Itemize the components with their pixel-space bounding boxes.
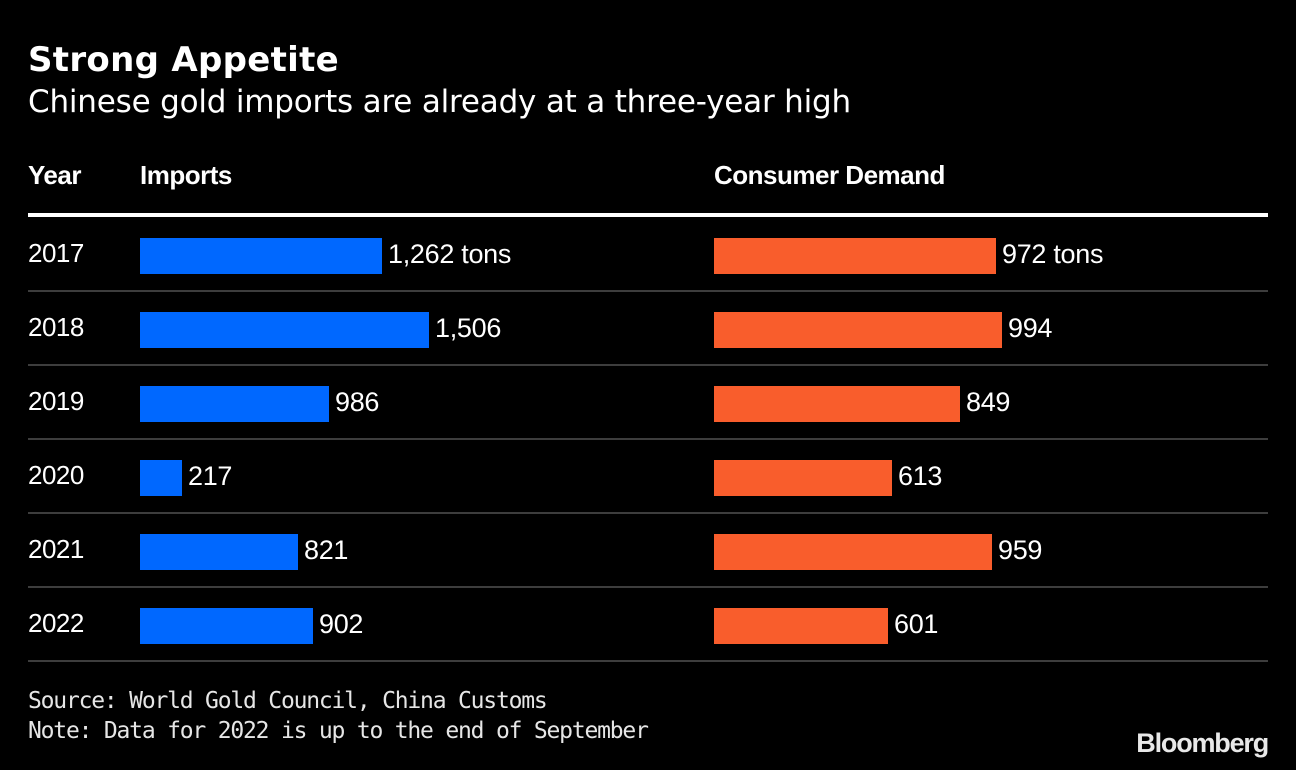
consumer-demand-value-label: 972 tons (1002, 239, 1104, 269)
consumer-demand-value-label: 849 (966, 387, 1011, 417)
imports-bar (140, 608, 313, 644)
chart-subtitle: Chinese gold imports are already at a th… (28, 84, 851, 120)
consumer-demand-value-label: 959 (998, 535, 1043, 565)
consumer-demand-value-label: 613 (898, 461, 943, 491)
imports-bar (140, 238, 382, 274)
row-divider (28, 290, 1268, 292)
consumer-demand-bar (714, 312, 1002, 348)
row-divider (28, 364, 1268, 366)
imports-bar (140, 312, 429, 348)
consumer-demand-bar (714, 534, 992, 570)
imports-bar (140, 386, 329, 422)
imports-value-label: 1,506 (435, 313, 502, 343)
data-note: Note: Data for 2022 is up to the end of … (28, 718, 649, 744)
imports-value-label: 902 (319, 609, 364, 639)
row-divider (28, 660, 1268, 662)
row-divider (28, 586, 1268, 588)
imports-value-label: 217 (188, 461, 233, 491)
consumer-demand-value-label: 994 (1008, 313, 1053, 343)
consumer-demand-value-label: 601 (894, 609, 939, 639)
year-label: 2020 (28, 460, 84, 490)
consumer-demand-bar (714, 460, 892, 496)
row-divider (28, 512, 1268, 514)
consumer-demand-bar (714, 238, 996, 274)
imports-value-label: 1,262 tons (388, 239, 512, 269)
chart-title: Strong Appetite (28, 40, 340, 80)
year-label: 2018 (28, 312, 84, 342)
imports-value-label: 986 (335, 387, 380, 417)
bloomberg-logo: Bloomberg (1136, 728, 1269, 758)
imports-value-label: 821 (304, 535, 349, 565)
column-header-year: Year (28, 160, 81, 190)
consumer-demand-bar (714, 608, 888, 644)
column-header-consumer-demand: Consumer Demand (714, 160, 945, 190)
year-label: 2021 (28, 534, 84, 564)
imports-bar (140, 534, 298, 570)
year-label: 2017 (28, 238, 84, 268)
year-label: 2022 (28, 608, 84, 638)
header-divider (28, 213, 1268, 217)
row-divider (28, 438, 1268, 440)
column-header-imports: Imports (140, 160, 232, 190)
year-label: 2019 (28, 386, 84, 416)
source-note: Source: World Gold Council, China Custom… (28, 688, 548, 714)
imports-bar (140, 460, 182, 496)
consumer-demand-bar (714, 386, 960, 422)
